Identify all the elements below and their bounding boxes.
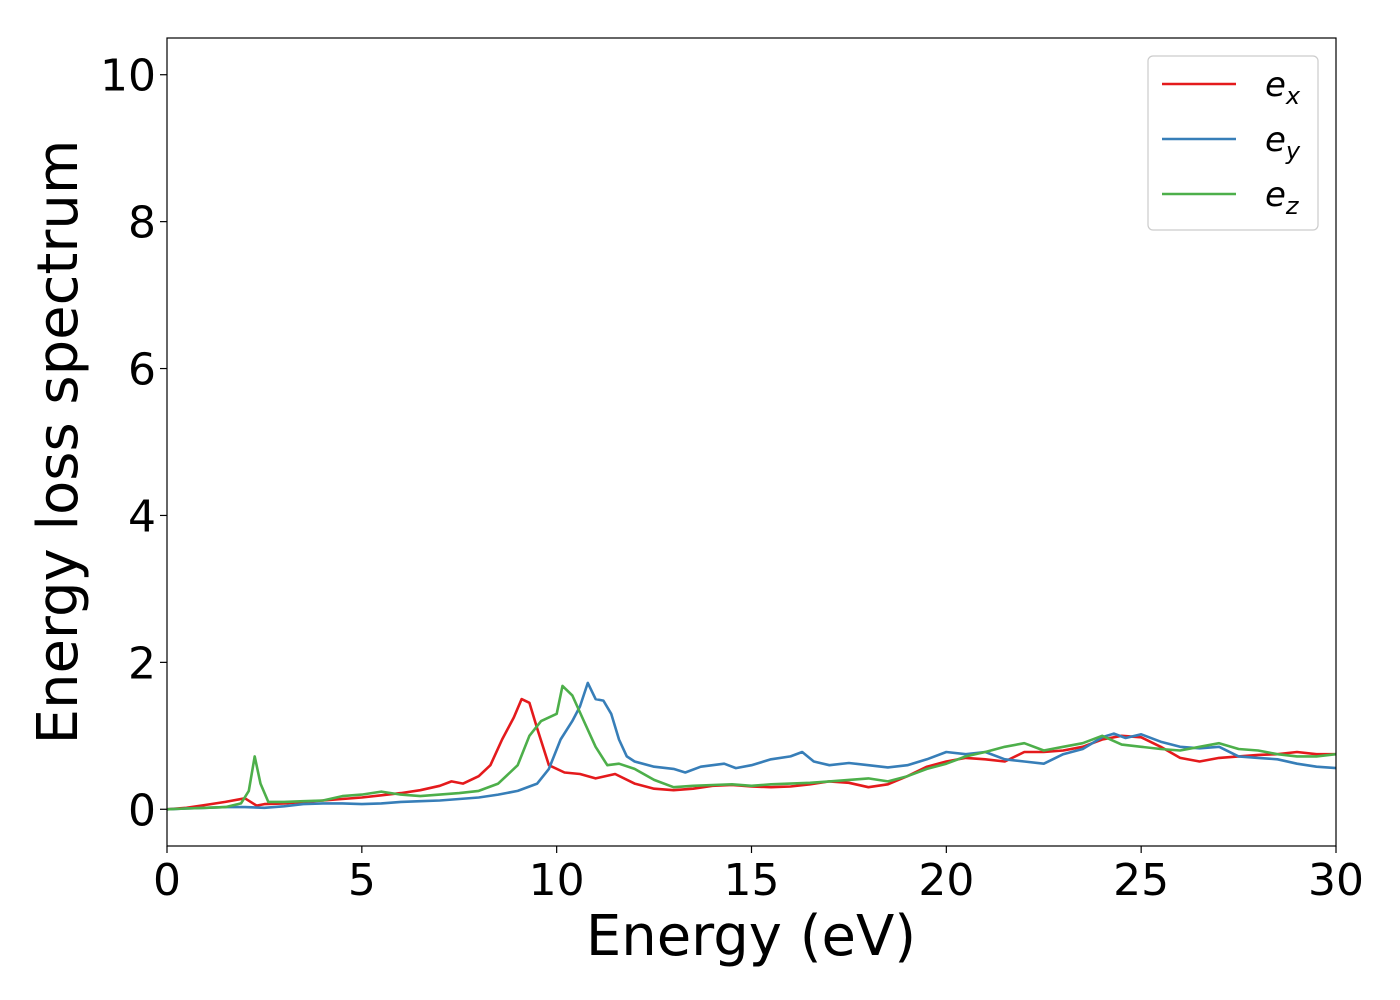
x-tick-label: 0 <box>153 855 181 906</box>
x-axis-ticks: 0 5 10 15 20 25 30 <box>153 846 1364 906</box>
x-tick-label: 30 <box>1308 855 1364 906</box>
y-tick-label: 10 <box>100 51 156 102</box>
legend-label-x: ex <box>1265 65 1301 110</box>
x-tick-label: 20 <box>918 855 974 906</box>
y-axis-ticks: 0 2 4 6 8 10 <box>100 51 167 836</box>
legend-box <box>1147 55 1319 231</box>
y-tick-label: 6 <box>128 345 156 396</box>
legend: ex ey ez <box>1147 55 1319 231</box>
y-tick-label: 2 <box>128 638 156 689</box>
series-line-y <box>166 681 1337 811</box>
series-line-z <box>166 684 1337 811</box>
x-tick-label: 5 <box>348 855 376 906</box>
y-tick-label: 4 <box>128 491 156 542</box>
y-tick-label: 8 <box>128 198 156 249</box>
x-tick-label: 25 <box>1113 855 1169 906</box>
x-axis-label: Energy (eV) <box>586 904 916 969</box>
y-axis-label: Energy loss spectrum <box>26 140 91 745</box>
series-line-x <box>166 697 1336 811</box>
plot-lines <box>166 681 1337 811</box>
legend-label-z: ez <box>1265 175 1300 220</box>
x-tick-label: 10 <box>529 855 585 906</box>
y-tick-label: 0 <box>128 785 156 836</box>
x-tick-label: 15 <box>724 855 780 906</box>
legend-label-y: ey <box>1265 120 1301 165</box>
